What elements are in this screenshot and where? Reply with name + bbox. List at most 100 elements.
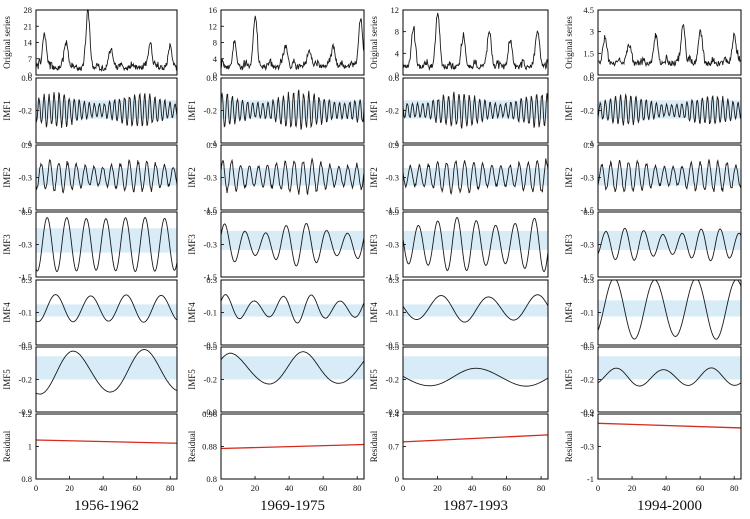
confidence-band xyxy=(221,230,364,250)
y-axis-label: Residual xyxy=(187,430,197,462)
panel-imf5: 0.5 -0.2 -0.9 IMF5 xyxy=(187,342,365,417)
y-tick-label: 7 xyxy=(28,54,32,64)
y-axis-label: Original series xyxy=(564,16,574,69)
x-tick-label: 60 xyxy=(132,483,141,493)
panel-residual: 1.2 1 0.8 Residual xyxy=(2,409,178,484)
panel-imf4: 0.3 -0.1 -0.5 IMF4 xyxy=(2,275,178,350)
y-tick-label: -0.9 xyxy=(19,407,32,417)
y-axis-label: IMF2 xyxy=(187,167,197,188)
y-axis-label: IMF1 xyxy=(2,100,12,121)
panel-residual: 0.4 -0.3 -1 Residual xyxy=(564,409,742,484)
panel-frame xyxy=(220,279,365,346)
y-tick-label: -0.9 xyxy=(581,407,594,417)
y-tick-label: -0.3 xyxy=(581,442,594,452)
panel-frame xyxy=(597,144,742,211)
residual-line xyxy=(402,434,549,443)
series-line xyxy=(597,23,742,68)
series-line xyxy=(402,91,549,129)
y-tick-label: 0.4 xyxy=(583,409,594,419)
x-tick-label: 80 xyxy=(353,483,362,493)
panel-frame xyxy=(402,346,549,413)
y-axis-label: IMF3 xyxy=(2,234,12,255)
panel-frame xyxy=(597,211,742,278)
y-axis-label: IMF3 xyxy=(187,234,197,255)
y-tick-label: -0.2 xyxy=(581,375,594,385)
y-axis-label: IMF1 xyxy=(564,100,574,121)
series-line xyxy=(402,158,549,196)
y-axis-label: IMF3 xyxy=(369,234,379,255)
y-tick-label: 0.7 xyxy=(388,442,399,452)
y-tick-label: 0.9 xyxy=(21,140,32,150)
y-tick-label: 0.9 xyxy=(388,207,399,217)
panel-frame xyxy=(220,144,365,211)
panel-original-series: 0 4 8 12 16 xyxy=(209,5,365,80)
y-tick-label: -0.2 xyxy=(19,106,32,116)
panel-imf2: 0.9 -0.3 -1.5 IMF2 xyxy=(2,140,178,215)
y-tick-label: -0.3 xyxy=(19,173,32,183)
panel-imf2: 0.9 -0.3 -1.5 IMF2 xyxy=(369,140,549,215)
y-tick-label: 0.6 xyxy=(21,73,32,83)
confidence-band xyxy=(36,304,177,317)
y-axis-label: IMF5 xyxy=(369,369,379,390)
y-axis-label: Residual xyxy=(369,430,379,462)
series-line xyxy=(402,217,549,273)
y-tick-label: 0.6 xyxy=(583,73,594,83)
column-title: 1956-1962 xyxy=(74,498,139,514)
x-tick-label: 60 xyxy=(319,483,328,493)
panel-original-series: 0 7 14 21 28 Original series xyxy=(2,5,178,80)
x-tick-label: 60 xyxy=(696,483,705,493)
residual-line xyxy=(35,439,178,444)
y-tick-label: 21 xyxy=(24,21,33,31)
y-tick-label: 0.5 xyxy=(583,342,594,352)
y-tick-label: -0.3 xyxy=(386,173,399,183)
column-title: 1969-1975 xyxy=(260,498,325,514)
y-tick-label: -0.2 xyxy=(581,106,594,116)
y-axis-label: IMF4 xyxy=(187,302,197,323)
y-tick-label: 0 xyxy=(395,474,399,484)
y-tick-label: 0 xyxy=(28,70,32,80)
panel-frame xyxy=(220,77,365,144)
y-tick-label: -0.2 xyxy=(386,375,399,385)
y-tick-label: 1.5 xyxy=(583,48,594,58)
series-line xyxy=(35,217,178,272)
y-tick-label: -1.5 xyxy=(386,205,399,215)
y-tick-label: -0.3 xyxy=(19,240,32,250)
y-tick-label: 0.3 xyxy=(388,275,399,285)
y-tick-label: -1 xyxy=(210,138,217,148)
y-tick-label: -0.2 xyxy=(204,375,217,385)
panel-imf2: 0.9 -0.3 -1.5 IMF2 xyxy=(564,140,742,215)
y-axis-label: IMF4 xyxy=(369,302,379,323)
x-tick-label: 20 xyxy=(628,483,637,493)
y-tick-label: 0.9 xyxy=(583,140,594,150)
panel-imf3: 0.9 -0.3 -1.5 IMF3 xyxy=(369,207,549,282)
y-tick-label: -0.5 xyxy=(204,340,217,350)
confidence-band xyxy=(598,168,741,186)
series-line xyxy=(220,157,365,196)
panel-residual: 0.96 0.88 0.8 Residual xyxy=(187,409,365,484)
series-line xyxy=(35,8,178,73)
y-tick-label: 8 xyxy=(395,27,399,37)
y-tick-label: 4.5 xyxy=(583,5,594,15)
confidence-band xyxy=(36,100,177,119)
y-axis-label: IMF1 xyxy=(369,100,379,121)
series-line xyxy=(35,294,178,323)
panel-imf1: 0.6 -0.2 -1 IMF1 xyxy=(187,73,365,148)
series-line xyxy=(402,367,549,387)
y-axis-label: IMF5 xyxy=(187,369,197,390)
y-tick-label: -0.3 xyxy=(204,240,217,250)
y-tick-label: -0.1 xyxy=(581,308,594,318)
series-line xyxy=(402,12,549,72)
y-tick-label: 0.9 xyxy=(206,207,217,217)
y-axis-label: IMF5 xyxy=(2,369,12,390)
series-line xyxy=(597,158,742,193)
y-tick-label: 0.5 xyxy=(388,342,399,352)
y-tick-label: 0.9 xyxy=(21,207,32,217)
panel-imf2: 0.9 -0.3 -1.5 IMF2 xyxy=(187,140,365,215)
panel-frame xyxy=(35,413,178,480)
y-tick-label: -1 xyxy=(587,474,594,484)
panel-frame xyxy=(402,144,549,211)
panel-imf1: 0.6 -0.2 -1 IMF1 xyxy=(2,73,178,148)
y-axis-label: Original series xyxy=(2,16,12,69)
x-tick-label: 40 xyxy=(99,483,108,493)
